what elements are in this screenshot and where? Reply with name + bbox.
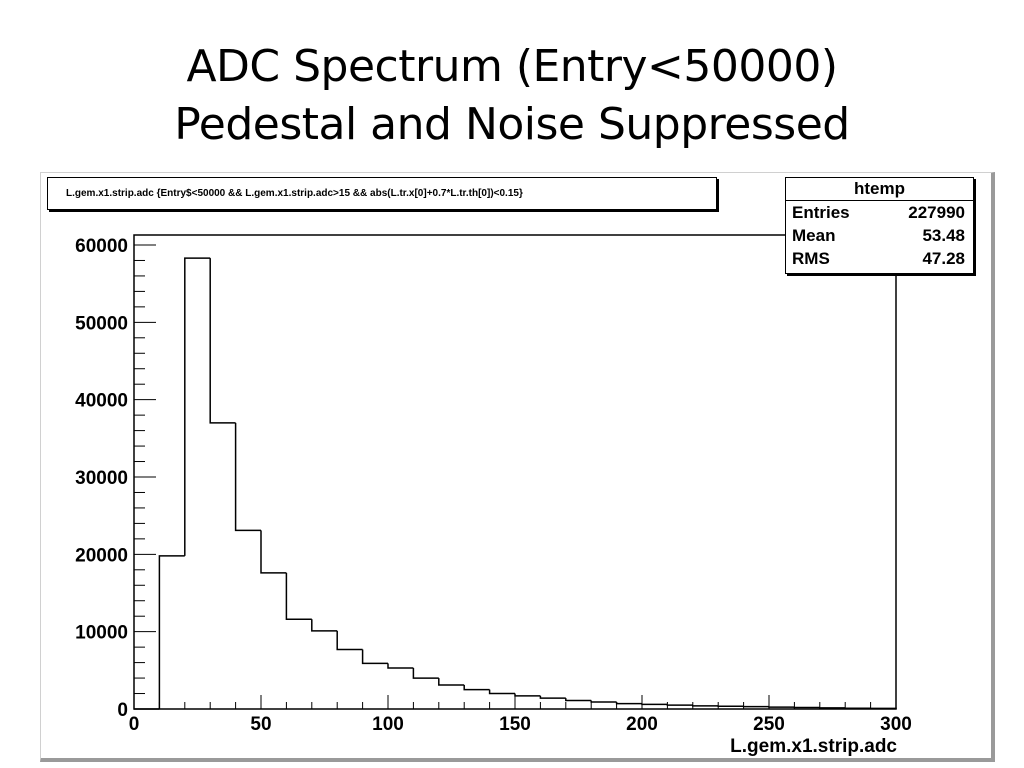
y-axis: 0 10000 20000 30000 40000 50000 60000	[75, 236, 156, 721]
x-tick-label: 150	[499, 714, 531, 735]
stats-label: Entries	[792, 203, 850, 222]
y-tick-label: 0	[117, 700, 128, 721]
histogram-bars	[134, 257, 897, 710]
histogram-bin	[361, 649, 388, 665]
histogram-bin	[209, 258, 236, 424]
stats-value: 53.48	[922, 226, 965, 245]
histogram-bin	[285, 572, 312, 621]
slide-title-line2: Pedestal and Noise Suppressed	[174, 99, 850, 150]
histogram-bin	[565, 698, 592, 702]
x-tick-label: 50	[250, 714, 271, 735]
x-axis-title: L.gem.x1.strip.adc	[730, 736, 897, 757]
y-tick-label: 10000	[75, 623, 128, 644]
x-tick-label: 0	[129, 714, 140, 735]
y-tick-label: 40000	[75, 391, 128, 412]
slide-title-line1: ADC Spectrum (Entry<50000)	[186, 41, 838, 92]
histogram-bin	[311, 619, 338, 632]
histogram-bin	[641, 703, 668, 706]
y-tick-label: 30000	[75, 468, 128, 489]
stats-row-rms: RMS 47.28	[786, 247, 973, 270]
histogram-bin	[184, 257, 211, 556]
x-tick-label: 100	[372, 714, 404, 735]
histogram-bin	[438, 678, 465, 686]
x-tick-label: 250	[753, 714, 785, 735]
histogram-bin	[488, 689, 515, 695]
stats-label: RMS	[792, 249, 830, 268]
stats-value: 227990	[908, 203, 965, 222]
histogram-bin	[336, 630, 363, 651]
slide-title: ADC Spectrum (Entry<50000) Pedestal and …	[0, 38, 1024, 154]
stats-row-entries: Entries 227990	[786, 201, 973, 224]
histogram-bin	[387, 663, 414, 669]
x-axis: 0 50 100 150 200 250 300	[129, 695, 912, 735]
y-tick-label: 50000	[75, 313, 128, 334]
y-tick-label: 60000	[75, 236, 128, 257]
histogram-bin	[514, 693, 541, 697]
stats-value: 47.28	[922, 249, 965, 268]
histogram-bin	[234, 422, 261, 532]
histogram-bin	[869, 707, 897, 710]
stats-label: Mean	[792, 226, 836, 245]
histogram-bin	[615, 702, 642, 705]
histogram-bin	[412, 668, 439, 679]
histogram-bin	[539, 695, 566, 699]
x-tick-label: 200	[626, 714, 658, 735]
cut-expression-text: L.gem.x1.strip.adc {Entry$<50000 && L.ge…	[66, 188, 523, 199]
histogram-bin	[158, 555, 185, 709]
stats-title: htemp	[786, 178, 973, 201]
y-tick-label: 20000	[75, 545, 128, 566]
histogram-bin	[666, 704, 693, 706]
histogram-bin	[692, 705, 719, 707]
plot-frame	[133, 234, 897, 710]
stats-box: htemp Entries 227990 Mean 53.48 RMS 47.2…	[785, 177, 974, 274]
stats-row-mean: Mean 53.48	[786, 224, 973, 247]
histogram-bin	[260, 530, 287, 574]
x-tick-label: 300	[880, 714, 912, 735]
histogram-bin	[463, 685, 490, 691]
histogram-bin	[590, 700, 617, 703]
cut-expression-box: L.gem.x1.strip.adc {Entry$<50000 && L.ge…	[47, 177, 717, 210]
